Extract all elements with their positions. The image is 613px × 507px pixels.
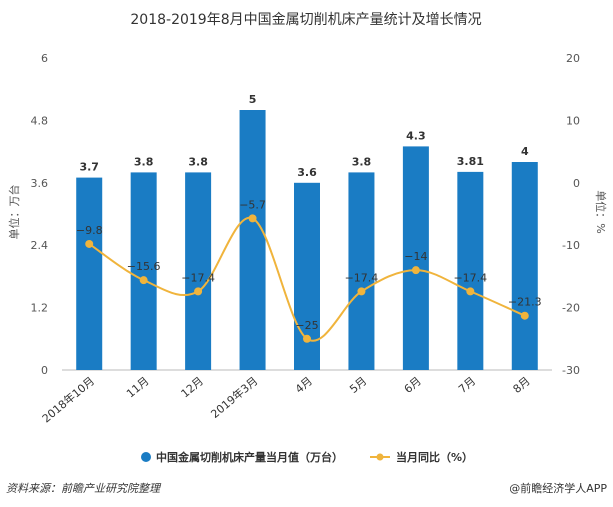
- bar-label: 5: [249, 93, 257, 106]
- x-tick-label: 12月: [179, 374, 207, 400]
- yoy-point: [520, 311, 529, 320]
- yoy-point: [248, 214, 257, 223]
- bar: [457, 171, 484, 370]
- yoy-line: [88, 217, 526, 342]
- yoy-points: [85, 214, 529, 343]
- right-tick-label: 20: [566, 52, 580, 65]
- yoy-point: [303, 334, 311, 343]
- bar-label: 3.7: [79, 161, 99, 174]
- left-tick-label: 0: [41, 364, 48, 377]
- bar: [511, 162, 538, 370]
- bar: [76, 177, 103, 370]
- right-tick-label: -10: [562, 239, 580, 252]
- yoy-label: −9.8: [76, 224, 103, 237]
- bar: [239, 110, 266, 370]
- yoy-point: [85, 239, 94, 248]
- left-axis-label: 单位：万台: [7, 185, 21, 240]
- legend-bar-marker: [141, 452, 151, 462]
- bar-label: 3.8: [188, 155, 208, 168]
- x-tick-label: 5月: [347, 374, 369, 396]
- bar: [130, 172, 157, 370]
- legend-bar-label: 中国金属切削机床产量当月值（万台）: [156, 450, 343, 464]
- yoy-point: [357, 287, 366, 296]
- bar-label: 3.8: [352, 155, 372, 168]
- yoy-point: [466, 287, 475, 296]
- bar-data-labels: 3.7 3.8 3.8 5 3.6 3.8 4.3 3.81 4: [79, 93, 528, 179]
- left-tick-label: 1.2: [31, 302, 49, 315]
- yoy-point: [411, 266, 420, 275]
- x-tick-label: 2019年3月: [208, 374, 261, 421]
- yoy-label: −21.3: [508, 296, 542, 309]
- brand-credit: @前瞻经济学人APP: [509, 481, 607, 495]
- left-tick-label: 6: [41, 52, 48, 65]
- yoy-label: −17.4: [345, 271, 379, 284]
- bar-label: 3.8: [134, 155, 154, 168]
- yoy-label: −14: [404, 250, 427, 263]
- yoy-label: −15.6: [127, 260, 161, 273]
- legend-line-point: [376, 453, 384, 461]
- right-tick-label: -20: [562, 302, 580, 315]
- chart-title: 2018-2019年8月中国金属切削机床产量统计及增长情况: [130, 12, 481, 28]
- x-tick-label: 7月: [456, 374, 478, 396]
- x-axis-ticks: 2018年10月 11月 12月 2019年3月 4月 5月 6月 7月 8月: [39, 374, 533, 426]
- legend: 中国金属切削机床产量当月值（万台） 当月同比（%）: [141, 450, 473, 464]
- bar: [185, 172, 212, 370]
- legend-line-label: 当月同比（%）: [396, 450, 473, 464]
- bar: [402, 146, 429, 370]
- bar-label: 3.6: [297, 166, 317, 179]
- bar-label: 4.3: [406, 129, 426, 142]
- left-tick-label: 4.8: [31, 114, 49, 127]
- yoy-point: [194, 287, 203, 296]
- left-tick-label: 2.4: [31, 239, 49, 252]
- bar-label: 3.81: [457, 155, 484, 168]
- bar-series: [76, 110, 538, 370]
- right-axis-ticks: -30 -20 -10 0 10 20: [562, 52, 580, 377]
- source-note: 资料来源：前瞻产业研究院整理: [6, 482, 162, 495]
- right-tick-label: -30: [562, 364, 580, 377]
- yoy-label: −17.4: [181, 271, 215, 284]
- yoy-point: [139, 276, 148, 285]
- x-tick-label: 8月: [511, 374, 533, 396]
- x-tick-label: 4月: [293, 374, 315, 396]
- bar: [348, 172, 375, 370]
- yoy-label: −5.7: [239, 198, 266, 211]
- x-tick-label: 11月: [124, 374, 152, 400]
- x-tick-label: 6月: [402, 374, 424, 396]
- yoy-label: −17.4: [453, 271, 487, 284]
- right-tick-label: 10: [566, 114, 580, 127]
- right-tick-label: 0: [573, 177, 580, 190]
- bar-label: 4: [521, 145, 529, 158]
- yoy-data-labels: −9.8 −15.6 −17.4 −5.7 −25 −17.4 −14 −17.4 −21.3: [76, 198, 542, 331]
- yoy-label: −25: [295, 319, 318, 332]
- left-tick-label: 3.6: [31, 177, 49, 190]
- x-tick-label: 2018年10月: [39, 374, 97, 426]
- left-axis-ticks: 0 1.2 2.4 3.6 4.8 6: [31, 52, 49, 377]
- right-axis-label: 单位：%: [594, 190, 608, 233]
